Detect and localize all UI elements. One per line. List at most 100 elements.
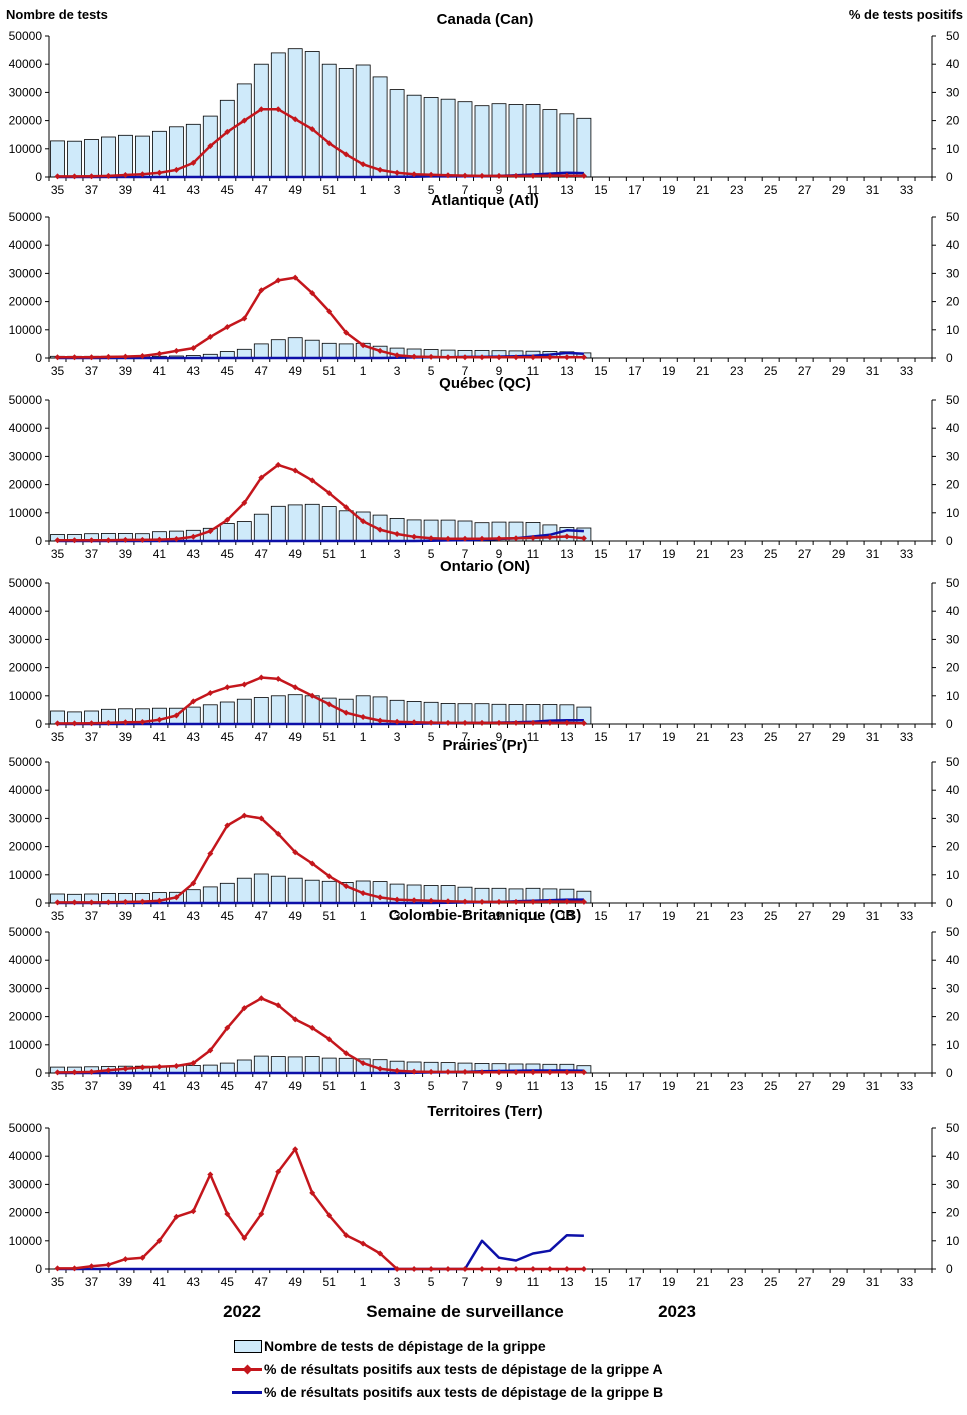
flu-a-point	[343, 504, 350, 511]
flu-a-point	[326, 490, 333, 497]
flu-a-point	[530, 1069, 536, 1076]
y-left-tick-label: 50000	[9, 29, 43, 43]
x-tick-label: 7	[462, 730, 469, 744]
test-bar	[321, 1057, 337, 1074]
x-tick-label: 1	[360, 364, 367, 378]
test-bar	[236, 698, 252, 725]
flu-a-point	[258, 287, 265, 294]
x-tick-label: 35	[51, 1079, 65, 1093]
test-bar	[304, 339, 320, 359]
test-bar	[202, 704, 218, 725]
flu-a-point	[241, 499, 248, 506]
flu-a-point	[394, 169, 401, 176]
x-tick-label: 31	[866, 547, 880, 561]
test-bar	[389, 518, 405, 542]
flu-a-point	[309, 126, 316, 133]
y-right-tick-label: 20	[946, 478, 960, 492]
x-tick-label: 21	[696, 1275, 710, 1289]
x-tick-label: 27	[798, 547, 812, 561]
flu-a-point	[105, 899, 112, 906]
flu-a-point	[122, 1256, 129, 1263]
x-tick-label: 23	[730, 730, 744, 744]
flu-a-point	[394, 896, 401, 903]
x-axis-title: Semaine de surveillance	[366, 1302, 564, 1321]
x-tick-label: 39	[119, 183, 133, 197]
x-tick-label: 9	[496, 364, 503, 378]
x-tick-label: 1	[360, 730, 367, 744]
flu-a-point	[88, 899, 95, 906]
y-right-tick-label: 0	[946, 351, 953, 365]
flu-a-point	[496, 535, 502, 542]
flu-a-point	[207, 1171, 214, 1178]
test-bar	[50, 140, 65, 178]
x-tick-label: 17	[628, 730, 642, 744]
flu-a-point	[546, 1266, 553, 1272]
legend-item-flu-b: % de résultats positifs aux tests de dép…	[232, 1380, 772, 1403]
flu-a-point	[71, 899, 78, 906]
y-left-tick-label: 40000	[9, 57, 43, 71]
y-left-tick-label: 50000	[9, 1121, 43, 1135]
flu-a-point	[563, 172, 570, 179]
flu-a-point	[530, 354, 536, 361]
x-tick-label: 7	[462, 183, 469, 197]
y-right-tick-label: 10	[946, 1234, 960, 1248]
flu-a-point	[462, 1068, 468, 1075]
flu-a-point	[360, 1060, 367, 1067]
x-tick-label: 43	[187, 1275, 201, 1289]
test-bar	[219, 99, 235, 178]
test-bar	[270, 695, 286, 725]
panel-title: Prairies (Pr)	[442, 737, 527, 754]
flu-a-point	[173, 536, 180, 542]
flu-a-point	[513, 535, 519, 542]
x-tick-label: 39	[119, 730, 133, 744]
flu-a-point	[105, 537, 112, 544]
x-tick-label: 15	[594, 183, 608, 197]
x-tick-label: 5	[428, 364, 435, 378]
x-tick-label: 29	[832, 1275, 846, 1289]
y-right-tick-label: 40	[946, 604, 960, 618]
flu-a-point	[462, 719, 468, 726]
test-bar	[84, 139, 99, 178]
flu-a-point	[479, 1266, 485, 1272]
flu-a-point	[530, 1266, 536, 1272]
y-left-tick-label: 30000	[9, 449, 43, 463]
flu-a-point	[394, 352, 401, 359]
flu-a-point	[309, 477, 316, 484]
x-tick-label: 9	[496, 909, 503, 923]
x-tick-label: 51	[323, 1275, 337, 1289]
flu-a-point	[173, 1063, 180, 1069]
flu-a-point	[563, 533, 570, 540]
x-tick-label: 5	[428, 547, 435, 561]
x-tick-label: 45	[221, 730, 235, 744]
flu-a-point	[139, 353, 146, 359]
x-tick-label: 29	[832, 183, 846, 197]
x-tick-label: 23	[730, 547, 744, 561]
flu-a-point	[139, 1254, 146, 1261]
x-tick-label: 11	[527, 1079, 540, 1093]
x-tick-label: 51	[323, 909, 337, 923]
flu-a-point	[309, 290, 316, 297]
flu-a-point	[292, 467, 299, 474]
test-bar	[253, 697, 269, 725]
flu-a-point	[445, 172, 451, 179]
flu-a-point	[377, 894, 384, 901]
x-tick-label: 37	[85, 183, 99, 197]
x-tick-label: 33	[900, 1079, 914, 1093]
y-right-tick-label: 30	[946, 981, 960, 995]
test-bar	[270, 505, 286, 542]
year-2022-label: 2022	[223, 1302, 261, 1321]
x-tick-label: 41	[153, 1275, 167, 1289]
x-tick-label: 31	[866, 364, 880, 378]
flu-a-point	[71, 354, 78, 361]
test-bar	[372, 76, 388, 178]
x-tick-label: 21	[696, 547, 710, 561]
x-tick-label: 39	[119, 364, 133, 378]
flu-a-point	[258, 674, 265, 681]
flu-a-point	[54, 173, 61, 180]
x-tick-label: 3	[394, 909, 401, 923]
flu-a-point	[513, 898, 519, 905]
flu-a-point	[71, 1069, 78, 1076]
test-bar	[287, 337, 303, 359]
x-tick-label: 23	[730, 1079, 744, 1093]
